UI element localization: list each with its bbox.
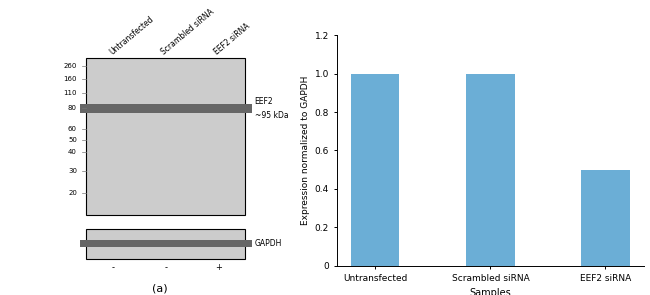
Text: Untransfected: Untransfected <box>107 14 155 56</box>
Bar <box>132 240 200 247</box>
X-axis label: Samples: Samples <box>469 289 512 295</box>
Text: GAPDH: GAPDH <box>255 239 282 248</box>
Text: -: - <box>164 263 167 272</box>
Text: EEF2: EEF2 <box>255 97 273 106</box>
Bar <box>185 240 252 247</box>
Text: 160: 160 <box>64 76 77 82</box>
Bar <box>79 104 147 113</box>
Bar <box>86 58 246 215</box>
Text: ~95 kDa: ~95 kDa <box>255 111 288 120</box>
Bar <box>132 104 200 113</box>
Text: 110: 110 <box>64 90 77 96</box>
Text: (a): (a) <box>152 284 168 294</box>
Text: EEF2 siRNA: EEF2 siRNA <box>213 21 252 56</box>
Text: -: - <box>112 263 114 272</box>
Text: 50: 50 <box>68 137 77 143</box>
Text: Scrambled siRNA: Scrambled siRNA <box>160 7 216 56</box>
Text: 30: 30 <box>68 168 77 174</box>
Bar <box>86 229 246 259</box>
Bar <box>185 104 252 113</box>
Text: +: + <box>215 263 222 272</box>
Bar <box>466 74 515 266</box>
Text: 40: 40 <box>68 149 77 155</box>
Text: 60: 60 <box>68 126 77 132</box>
Bar <box>351 74 400 266</box>
Text: 20: 20 <box>68 190 77 196</box>
Text: 260: 260 <box>64 63 77 69</box>
Bar <box>79 240 147 247</box>
Y-axis label: Expression normalized to GAPDH: Expression normalized to GAPDH <box>302 76 311 225</box>
Bar <box>581 170 630 266</box>
Text: 80: 80 <box>68 106 77 112</box>
